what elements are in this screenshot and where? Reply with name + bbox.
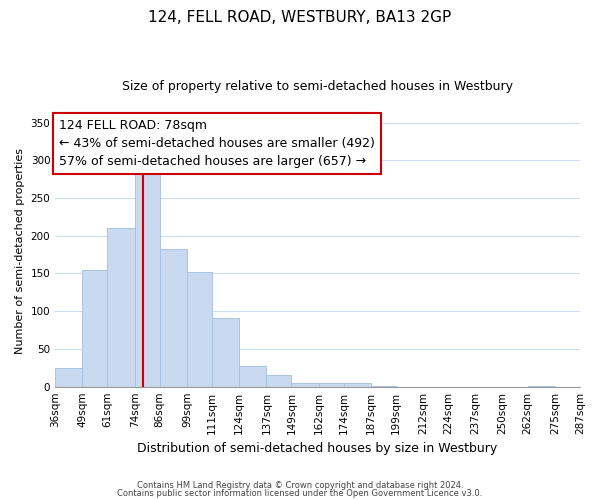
Bar	[344, 383, 371, 386]
Bar	[134, 170, 160, 386]
Bar	[82, 270, 107, 386]
Bar	[212, 318, 239, 386]
Bar	[107, 228, 134, 386]
Bar	[292, 383, 319, 386]
Bar	[319, 383, 344, 386]
Bar	[239, 366, 266, 386]
Text: Contains public sector information licensed under the Open Government Licence v3: Contains public sector information licen…	[118, 488, 482, 498]
Text: 124, FELL ROAD, WESTBURY, BA13 2GP: 124, FELL ROAD, WESTBURY, BA13 2GP	[148, 10, 452, 25]
Bar	[55, 368, 82, 386]
X-axis label: Distribution of semi-detached houses by size in Westbury: Distribution of semi-detached houses by …	[137, 442, 498, 455]
Y-axis label: Number of semi-detached properties: Number of semi-detached properties	[15, 148, 25, 354]
Title: Size of property relative to semi-detached houses in Westbury: Size of property relative to semi-detach…	[122, 80, 513, 93]
Bar	[266, 376, 292, 386]
Text: 124 FELL ROAD: 78sqm
← 43% of semi-detached houses are smaller (492)
57% of semi: 124 FELL ROAD: 78sqm ← 43% of semi-detac…	[59, 119, 375, 168]
Text: Contains HM Land Registry data © Crown copyright and database right 2024.: Contains HM Land Registry data © Crown c…	[137, 481, 463, 490]
Bar	[187, 272, 212, 386]
Bar	[160, 248, 187, 386]
